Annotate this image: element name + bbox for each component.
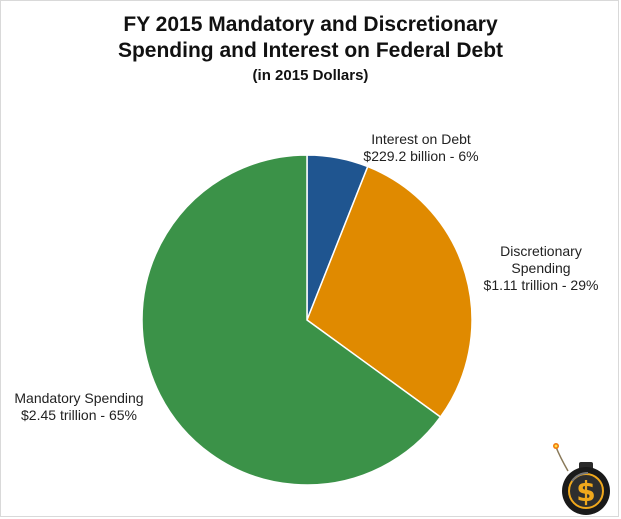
chart-title-line2: Spending and Interest on Federal Debt — [117, 39, 504, 62]
chart-subtitle: (in 2015 Dollars) — [252, 67, 369, 84]
pie-slice-discretionary — [306, 165, 473, 419]
slice-label-discretionary: Discretionary Spending $1.11 trillion - … — [466, 243, 616, 294]
svg-text:$: $ — [576, 475, 595, 508]
chart-title: FY 2015 Mandatory and Discretionary — [123, 13, 498, 36]
slice-label-interest-name: Interest on Debt — [371, 131, 471, 147]
slice-label-mandatory: Mandatory Spending $2.45 trillion - 65% — [0, 390, 158, 424]
dollar-bomb-icon: $ — [553, 443, 610, 515]
slice-label-mandatory-value: $2.45 trillion - 65% — [21, 407, 137, 423]
slice-label-mandatory-name: Mandatory Spending — [14, 390, 144, 406]
slice-label-interest: Interest on Debt $229.2 billion - 6% — [346, 131, 496, 165]
pie-slice-mandatory — [141, 154, 442, 486]
slice-label-discretionary-name-line1: Discretionary — [500, 243, 582, 259]
slice-label-interest-value: $229.2 billion - 6% — [363, 148, 479, 164]
slice-label-discretionary-name-line2: Spending — [511, 260, 571, 276]
slice-label-discretionary-value: $1.11 trillion - 29% — [483, 277, 599, 293]
